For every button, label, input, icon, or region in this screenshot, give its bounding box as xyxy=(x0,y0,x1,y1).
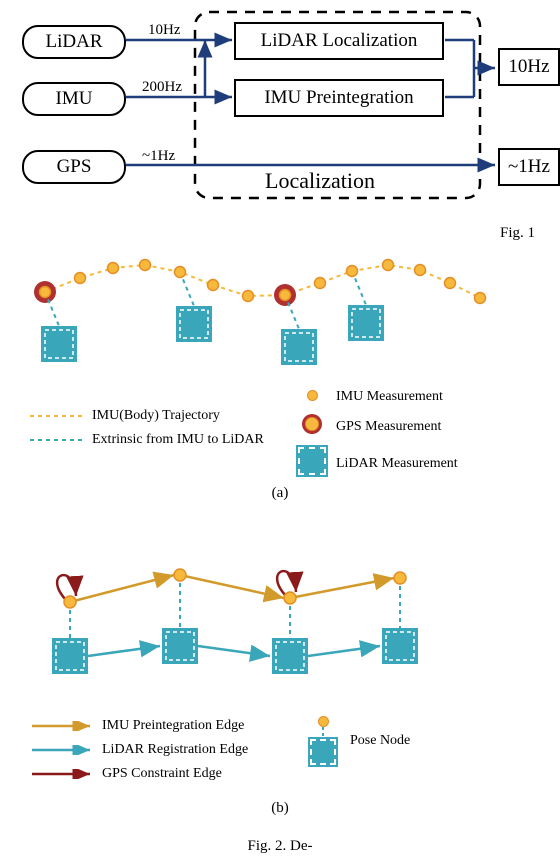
pose-node-icon xyxy=(310,716,336,765)
legend-b-left: IMU Preintegration Edge LiDAR Registrati… xyxy=(30,718,248,790)
panel-b-graphic xyxy=(0,0,560,720)
legend-lidar-edge: LiDAR Registration Edge xyxy=(102,742,248,758)
legend-gps-edge: GPS Constraint Edge xyxy=(102,766,222,782)
legend-imu-edge: IMU Preintegration Edge xyxy=(102,718,244,734)
legend-b-right: Pose Node xyxy=(310,716,410,773)
bottom-caption: Fig. 2. De- xyxy=(0,838,560,855)
panel-b-caption: (b) xyxy=(0,800,560,817)
legend-pose-node: Pose Node xyxy=(350,733,410,749)
